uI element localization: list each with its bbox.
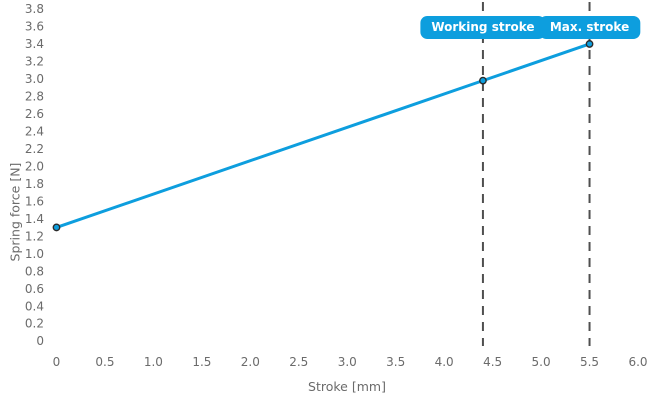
series-line	[56, 42, 591, 229]
x-tick-label: 4.0	[435, 355, 454, 369]
x-tick-label: 3.0	[338, 355, 357, 369]
y-tick-label: 3.8	[25, 2, 44, 16]
x-tick-label: 3.5	[386, 355, 405, 369]
y-tick-label: 2.6	[25, 107, 44, 121]
y-tick-label: 1.6	[25, 194, 44, 208]
y-tick-label: 2.2	[25, 142, 44, 156]
x-tick-label: 0.5	[95, 355, 114, 369]
y-tick-label: 3.4	[25, 37, 44, 51]
y-tick-label: 3.6	[25, 20, 44, 34]
x-tick-label: 4.5	[483, 355, 502, 369]
x-tick-label: 5.0	[532, 355, 551, 369]
y-tick-label: 0.4	[25, 299, 44, 313]
data-point-marker	[585, 40, 594, 48]
y-tick-label: 3.0	[25, 72, 44, 86]
y-tick-label: 0.8	[25, 264, 44, 278]
y-tick-label: 2.4	[25, 125, 44, 139]
x-tick-label: 1.0	[144, 355, 163, 369]
x-tick-label: 2.0	[241, 355, 260, 369]
x-tick-label: 1.5	[192, 355, 211, 369]
working-stroke-badge: Working stroke	[420, 16, 546, 39]
data-point-marker	[52, 223, 61, 232]
x-tick-label: 0	[53, 355, 61, 369]
y-tick-label: 2.8	[25, 90, 44, 104]
y-axis-title: Spring force [N]	[7, 162, 23, 262]
x-tick-label: 6.0	[628, 355, 647, 369]
y-tick-label: 0	[36, 334, 44, 348]
y-tick-label: 1.0	[25, 247, 44, 261]
x-tick-label: 5.5	[580, 355, 599, 369]
y-tick-label: 2.0	[25, 159, 44, 173]
max-stroke-badge: Max. stroke	[538, 16, 641, 39]
x-axis-title: Stroke [mm]	[308, 379, 386, 394]
x-tick-label: 2.5	[289, 355, 308, 369]
y-tick-label: 1.8	[25, 177, 44, 191]
y-tick-label: 1.4	[25, 212, 44, 226]
y-tick-label: 0.2	[25, 317, 44, 331]
y-tick-label: 0.6	[25, 282, 44, 296]
y-tick-label: 1.2	[25, 229, 44, 243]
y-tick-label: 3.2	[25, 55, 44, 69]
data-point-marker	[479, 76, 487, 85]
